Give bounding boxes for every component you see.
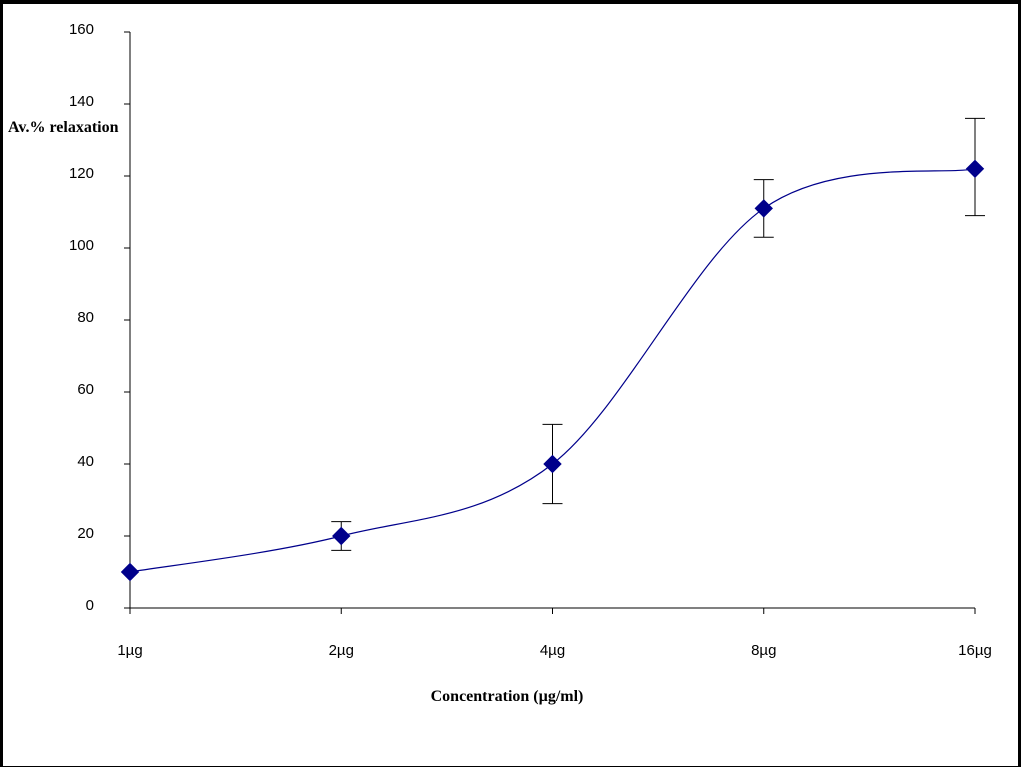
y-tick-label: 160 — [69, 21, 94, 38]
data-point-marker — [754, 199, 773, 218]
x-tick-label: 1µg — [117, 642, 142, 659]
y-tick-label: 140 — [69, 93, 94, 110]
y-tick-label: 120 — [69, 165, 94, 182]
y-tick-label: 0 — [86, 597, 94, 614]
x-tick-label: 4µg — [540, 642, 565, 659]
y-tick-label: 60 — [77, 381, 94, 398]
x-axis-title: Concentration (µg/ml) — [431, 688, 584, 705]
y-axis-title: Av.% relaxation — [8, 119, 119, 136]
y-tick-label: 20 — [77, 525, 94, 542]
axes: 0 20 40 60 80 100 120 140 160 1µg 2µg 4µg 8µg 16µg — [69, 21, 992, 659]
x-tick-label: 16µg — [958, 642, 992, 659]
series-layer — [120, 117, 985, 582]
y-tick-label: 100 — [69, 237, 94, 254]
y-tick-label: 40 — [77, 453, 94, 470]
y-tick-label: 80 — [77, 309, 94, 326]
x-tick-label: 2µg — [329, 642, 354, 659]
data-point-marker — [120, 562, 140, 582]
data-point-marker — [965, 159, 985, 179]
data-point-marker — [332, 526, 351, 546]
data-point-marker — [543, 454, 562, 474]
series-line — [129, 168, 976, 573]
x-tick-label: 8µg — [751, 642, 776, 659]
